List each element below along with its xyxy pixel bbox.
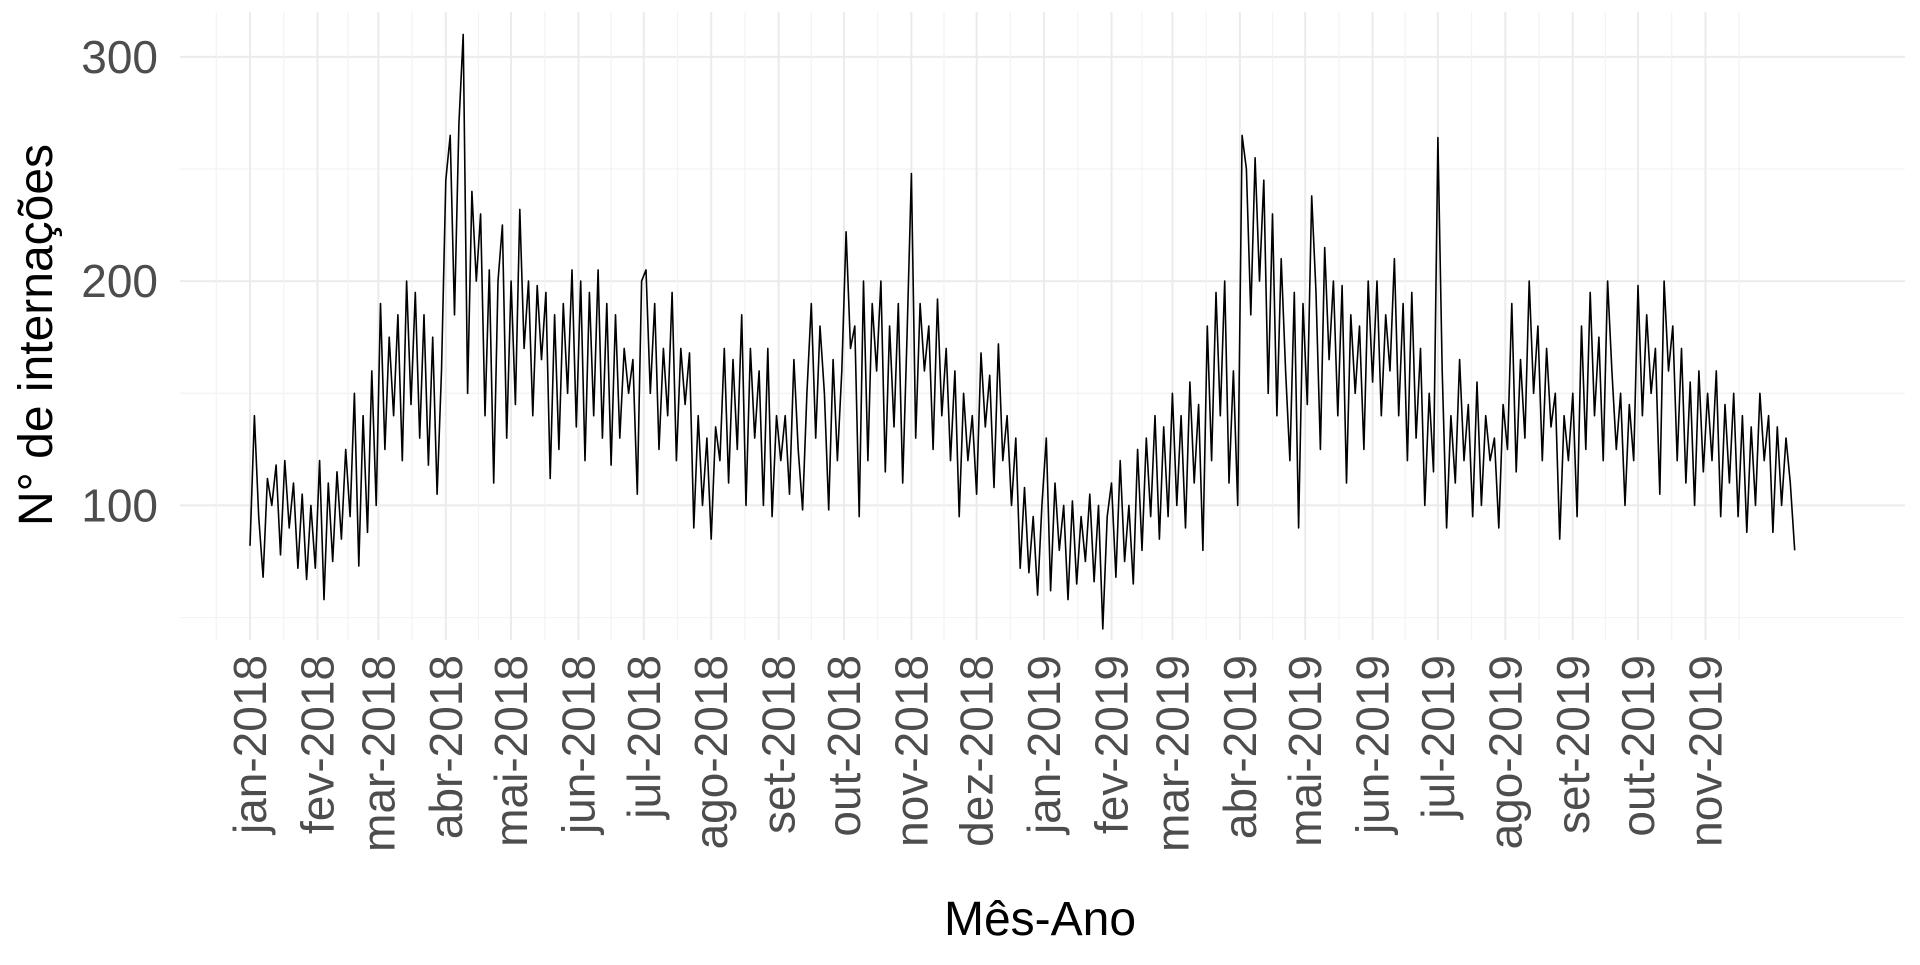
x-tick-label: jul-2019 — [1412, 655, 1464, 821]
series-line — [249, 33, 1796, 630]
x-tick-label: nov-2018 — [885, 655, 937, 847]
x-tick-label: mai-2019 — [1279, 655, 1331, 847]
x-axis: jan-2018 fev-2018 mar-2018 abr-2018 mai-2018… — [224, 655, 1732, 852]
grid — [180, 12, 1905, 640]
x-tick-label: fev-2018 — [291, 655, 343, 834]
x-tick-label: abr-2019 — [1214, 655, 1266, 839]
x-tick-label: ago-2019 — [1479, 655, 1531, 849]
y-tick-label: 300 — [81, 31, 158, 83]
y-axis: 100 200 300 — [81, 31, 158, 532]
x-tick-label: mai-2018 — [485, 655, 537, 847]
y-tick-label: 100 — [81, 479, 158, 531]
x-tick-label: fev-2019 — [1086, 655, 1138, 834]
x-tick-label: abr-2018 — [420, 655, 472, 839]
x-tick-label: jan-2019 — [1018, 655, 1070, 836]
x-tick-label: mar-2019 — [1146, 655, 1198, 852]
x-tick-label: nov-2019 — [1680, 655, 1732, 847]
x-tick-label: jun-2019 — [1347, 655, 1399, 836]
series-layer — [249, 33, 1796, 630]
x-tick-label: set-2018 — [753, 655, 805, 834]
x-tick-label: jul-2018 — [618, 655, 670, 821]
x-tick-label: jun-2018 — [553, 655, 605, 836]
y-tick-label: 200 — [81, 255, 158, 307]
x-tick-label: jan-2018 — [224, 655, 276, 836]
x-tick-label: dez-2018 — [951, 655, 1003, 847]
x-tick-label: out-2018 — [818, 655, 870, 837]
x-tick-label: set-2019 — [1547, 655, 1599, 834]
x-tick-label: ago-2018 — [685, 655, 737, 849]
x-tick-label: mar-2018 — [352, 655, 404, 852]
y-axis-title: N° de internações — [10, 144, 63, 526]
x-tick-label: out-2019 — [1612, 655, 1664, 837]
x-axis-title: Mês-Ano — [944, 893, 1136, 946]
